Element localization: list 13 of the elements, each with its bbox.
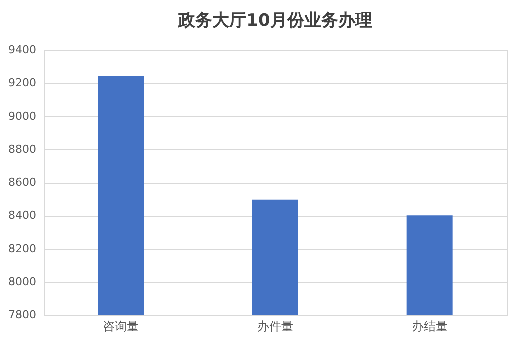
y-tick-label: 8600: [8, 176, 36, 189]
y-tick-label: 8200: [8, 242, 36, 256]
y-tick-label: 8800: [8, 142, 36, 156]
x-tick-label: 办结量: [412, 320, 448, 334]
y-tick-label: 9000: [8, 110, 36, 123]
chart-title: 政务大厅10月份业务办理: [178, 11, 372, 31]
y-tick-label: 9400: [8, 44, 36, 56]
y-tick-label: 8000: [8, 275, 36, 288]
x-tick-label: 办件量: [258, 320, 294, 334]
y-tick-label: 9200: [8, 76, 36, 90]
y-tick-label: 7800: [8, 308, 36, 322]
y-tick-label: 8400: [8, 209, 36, 222]
x-tick-label: 咨询量: [103, 320, 140, 334]
